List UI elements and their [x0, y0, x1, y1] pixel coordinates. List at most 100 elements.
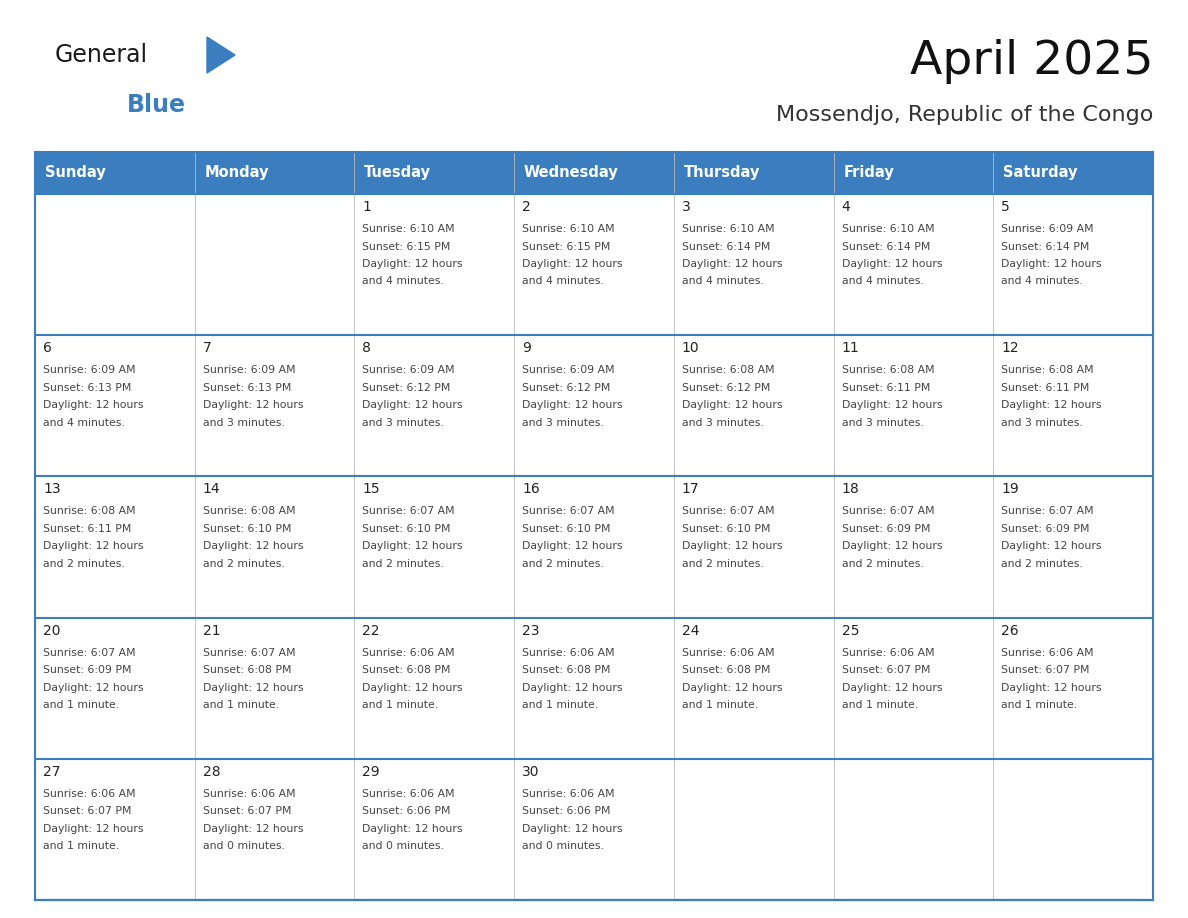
Bar [514, 476, 674, 618]
Bar [834, 759, 993, 900]
Text: Sunrise: 6:06 AM: Sunrise: 6:06 AM [43, 789, 135, 799]
Text: 8: 8 [362, 341, 372, 355]
Text: Sunset: 6:08 PM: Sunset: 6:08 PM [203, 666, 291, 675]
Text: Sunrise: 6:06 AM: Sunrise: 6:06 AM [523, 789, 614, 799]
Text: Sunset: 6:11 PM: Sunset: 6:11 PM [1001, 383, 1089, 393]
Bar [514, 194, 674, 335]
Text: and 2 minutes.: and 2 minutes. [682, 559, 764, 569]
Text: Sunset: 6:08 PM: Sunset: 6:08 PM [362, 666, 451, 675]
Text: Daylight: 12 hours: Daylight: 12 hours [682, 683, 783, 692]
Text: 21: 21 [203, 623, 220, 638]
Text: Sunrise: 6:08 AM: Sunrise: 6:08 AM [43, 507, 135, 517]
Bar [674, 476, 834, 618]
Text: Daylight: 12 hours: Daylight: 12 hours [43, 400, 144, 410]
Bar [514, 335, 674, 476]
Bar [195, 194, 354, 335]
Text: and 2 minutes.: and 2 minutes. [523, 559, 604, 569]
Text: and 2 minutes.: and 2 minutes. [1001, 559, 1083, 569]
Text: Daylight: 12 hours: Daylight: 12 hours [523, 259, 623, 269]
Text: Sunrise: 6:07 AM: Sunrise: 6:07 AM [203, 647, 296, 657]
Text: Daylight: 12 hours: Daylight: 12 hours [682, 400, 783, 410]
Text: Daylight: 12 hours: Daylight: 12 hours [362, 259, 463, 269]
Text: Sunrise: 6:09 AM: Sunrise: 6:09 AM [362, 365, 455, 375]
Polygon shape [207, 37, 235, 73]
Text: Daylight: 12 hours: Daylight: 12 hours [523, 542, 623, 552]
Text: Daylight: 12 hours: Daylight: 12 hours [43, 823, 144, 834]
Text: Sunset: 6:09 PM: Sunset: 6:09 PM [1001, 524, 1089, 534]
Text: Daylight: 12 hours: Daylight: 12 hours [841, 542, 942, 552]
Text: Sunset: 6:10 PM: Sunset: 6:10 PM [203, 524, 291, 534]
Text: Sunrise: 6:08 AM: Sunrise: 6:08 AM [203, 507, 296, 517]
Text: and 2 minutes.: and 2 minutes. [841, 559, 923, 569]
Text: Sunset: 6:14 PM: Sunset: 6:14 PM [1001, 241, 1089, 252]
Text: and 0 minutes.: and 0 minutes. [362, 841, 444, 851]
Text: Daylight: 12 hours: Daylight: 12 hours [682, 259, 783, 269]
Bar [354, 335, 514, 476]
Text: Sunset: 6:10 PM: Sunset: 6:10 PM [682, 524, 770, 534]
Text: Sunset: 6:10 PM: Sunset: 6:10 PM [362, 524, 451, 534]
Text: Sunrise: 6:10 AM: Sunrise: 6:10 AM [362, 224, 455, 234]
Bar [834, 194, 993, 335]
Text: and 4 minutes.: and 4 minutes. [523, 276, 604, 286]
Text: 26: 26 [1001, 623, 1019, 638]
Text: Sunrise: 6:07 AM: Sunrise: 6:07 AM [1001, 507, 1094, 517]
Bar [34, 618, 195, 759]
Text: and 4 minutes.: and 4 minutes. [682, 276, 764, 286]
Bar [34, 152, 1154, 194]
Text: Daylight: 12 hours: Daylight: 12 hours [523, 400, 623, 410]
Text: 9: 9 [523, 341, 531, 355]
Text: Sunset: 6:06 PM: Sunset: 6:06 PM [523, 806, 611, 816]
Bar [34, 759, 195, 900]
Text: Sunset: 6:08 PM: Sunset: 6:08 PM [523, 666, 611, 675]
Text: Sunset: 6:08 PM: Sunset: 6:08 PM [682, 666, 770, 675]
Text: 3: 3 [682, 200, 690, 214]
Text: Sunrise: 6:07 AM: Sunrise: 6:07 AM [362, 507, 455, 517]
Text: Sunset: 6:06 PM: Sunset: 6:06 PM [362, 806, 451, 816]
Bar [195, 759, 354, 900]
Bar [674, 335, 834, 476]
Text: 16: 16 [523, 482, 539, 497]
Bar [834, 618, 993, 759]
Bar [514, 759, 674, 900]
Bar [674, 618, 834, 759]
Bar [993, 759, 1154, 900]
Bar [34, 476, 195, 618]
Text: 19: 19 [1001, 482, 1019, 497]
Bar [993, 335, 1154, 476]
Text: Sunset: 6:07 PM: Sunset: 6:07 PM [1001, 666, 1089, 675]
Bar [993, 618, 1154, 759]
Text: and 2 minutes.: and 2 minutes. [43, 559, 125, 569]
Text: Daylight: 12 hours: Daylight: 12 hours [523, 823, 623, 834]
Text: and 1 minute.: and 1 minute. [682, 700, 758, 711]
Text: Daylight: 12 hours: Daylight: 12 hours [362, 823, 463, 834]
Bar [195, 335, 354, 476]
Text: 23: 23 [523, 623, 539, 638]
Text: Daylight: 12 hours: Daylight: 12 hours [682, 542, 783, 552]
Text: Sunrise: 6:08 AM: Sunrise: 6:08 AM [1001, 365, 1094, 375]
Text: and 0 minutes.: and 0 minutes. [203, 841, 285, 851]
Text: Sunset: 6:14 PM: Sunset: 6:14 PM [682, 241, 770, 252]
Bar [993, 476, 1154, 618]
Bar [993, 194, 1154, 335]
Text: 1: 1 [362, 200, 372, 214]
Text: Sunrise: 6:10 AM: Sunrise: 6:10 AM [682, 224, 775, 234]
Text: Daylight: 12 hours: Daylight: 12 hours [203, 542, 303, 552]
Text: and 2 minutes.: and 2 minutes. [362, 559, 444, 569]
Text: Sunrise: 6:10 AM: Sunrise: 6:10 AM [523, 224, 614, 234]
Bar [195, 476, 354, 618]
Bar [354, 476, 514, 618]
Text: and 3 minutes.: and 3 minutes. [203, 418, 284, 428]
Text: Daylight: 12 hours: Daylight: 12 hours [362, 400, 463, 410]
Text: 25: 25 [841, 623, 859, 638]
Text: Sunset: 6:10 PM: Sunset: 6:10 PM [523, 524, 611, 534]
Text: Sunset: 6:13 PM: Sunset: 6:13 PM [203, 383, 291, 393]
Text: Daylight: 12 hours: Daylight: 12 hours [43, 542, 144, 552]
Text: 24: 24 [682, 623, 700, 638]
Text: 18: 18 [841, 482, 859, 497]
Text: 28: 28 [203, 765, 220, 778]
Text: Sunset: 6:12 PM: Sunset: 6:12 PM [362, 383, 450, 393]
Text: Sunrise: 6:06 AM: Sunrise: 6:06 AM [841, 647, 934, 657]
Text: Sunset: 6:11 PM: Sunset: 6:11 PM [841, 383, 930, 393]
Text: Sunrise: 6:06 AM: Sunrise: 6:06 AM [1001, 647, 1094, 657]
Text: and 3 minutes.: and 3 minutes. [682, 418, 764, 428]
